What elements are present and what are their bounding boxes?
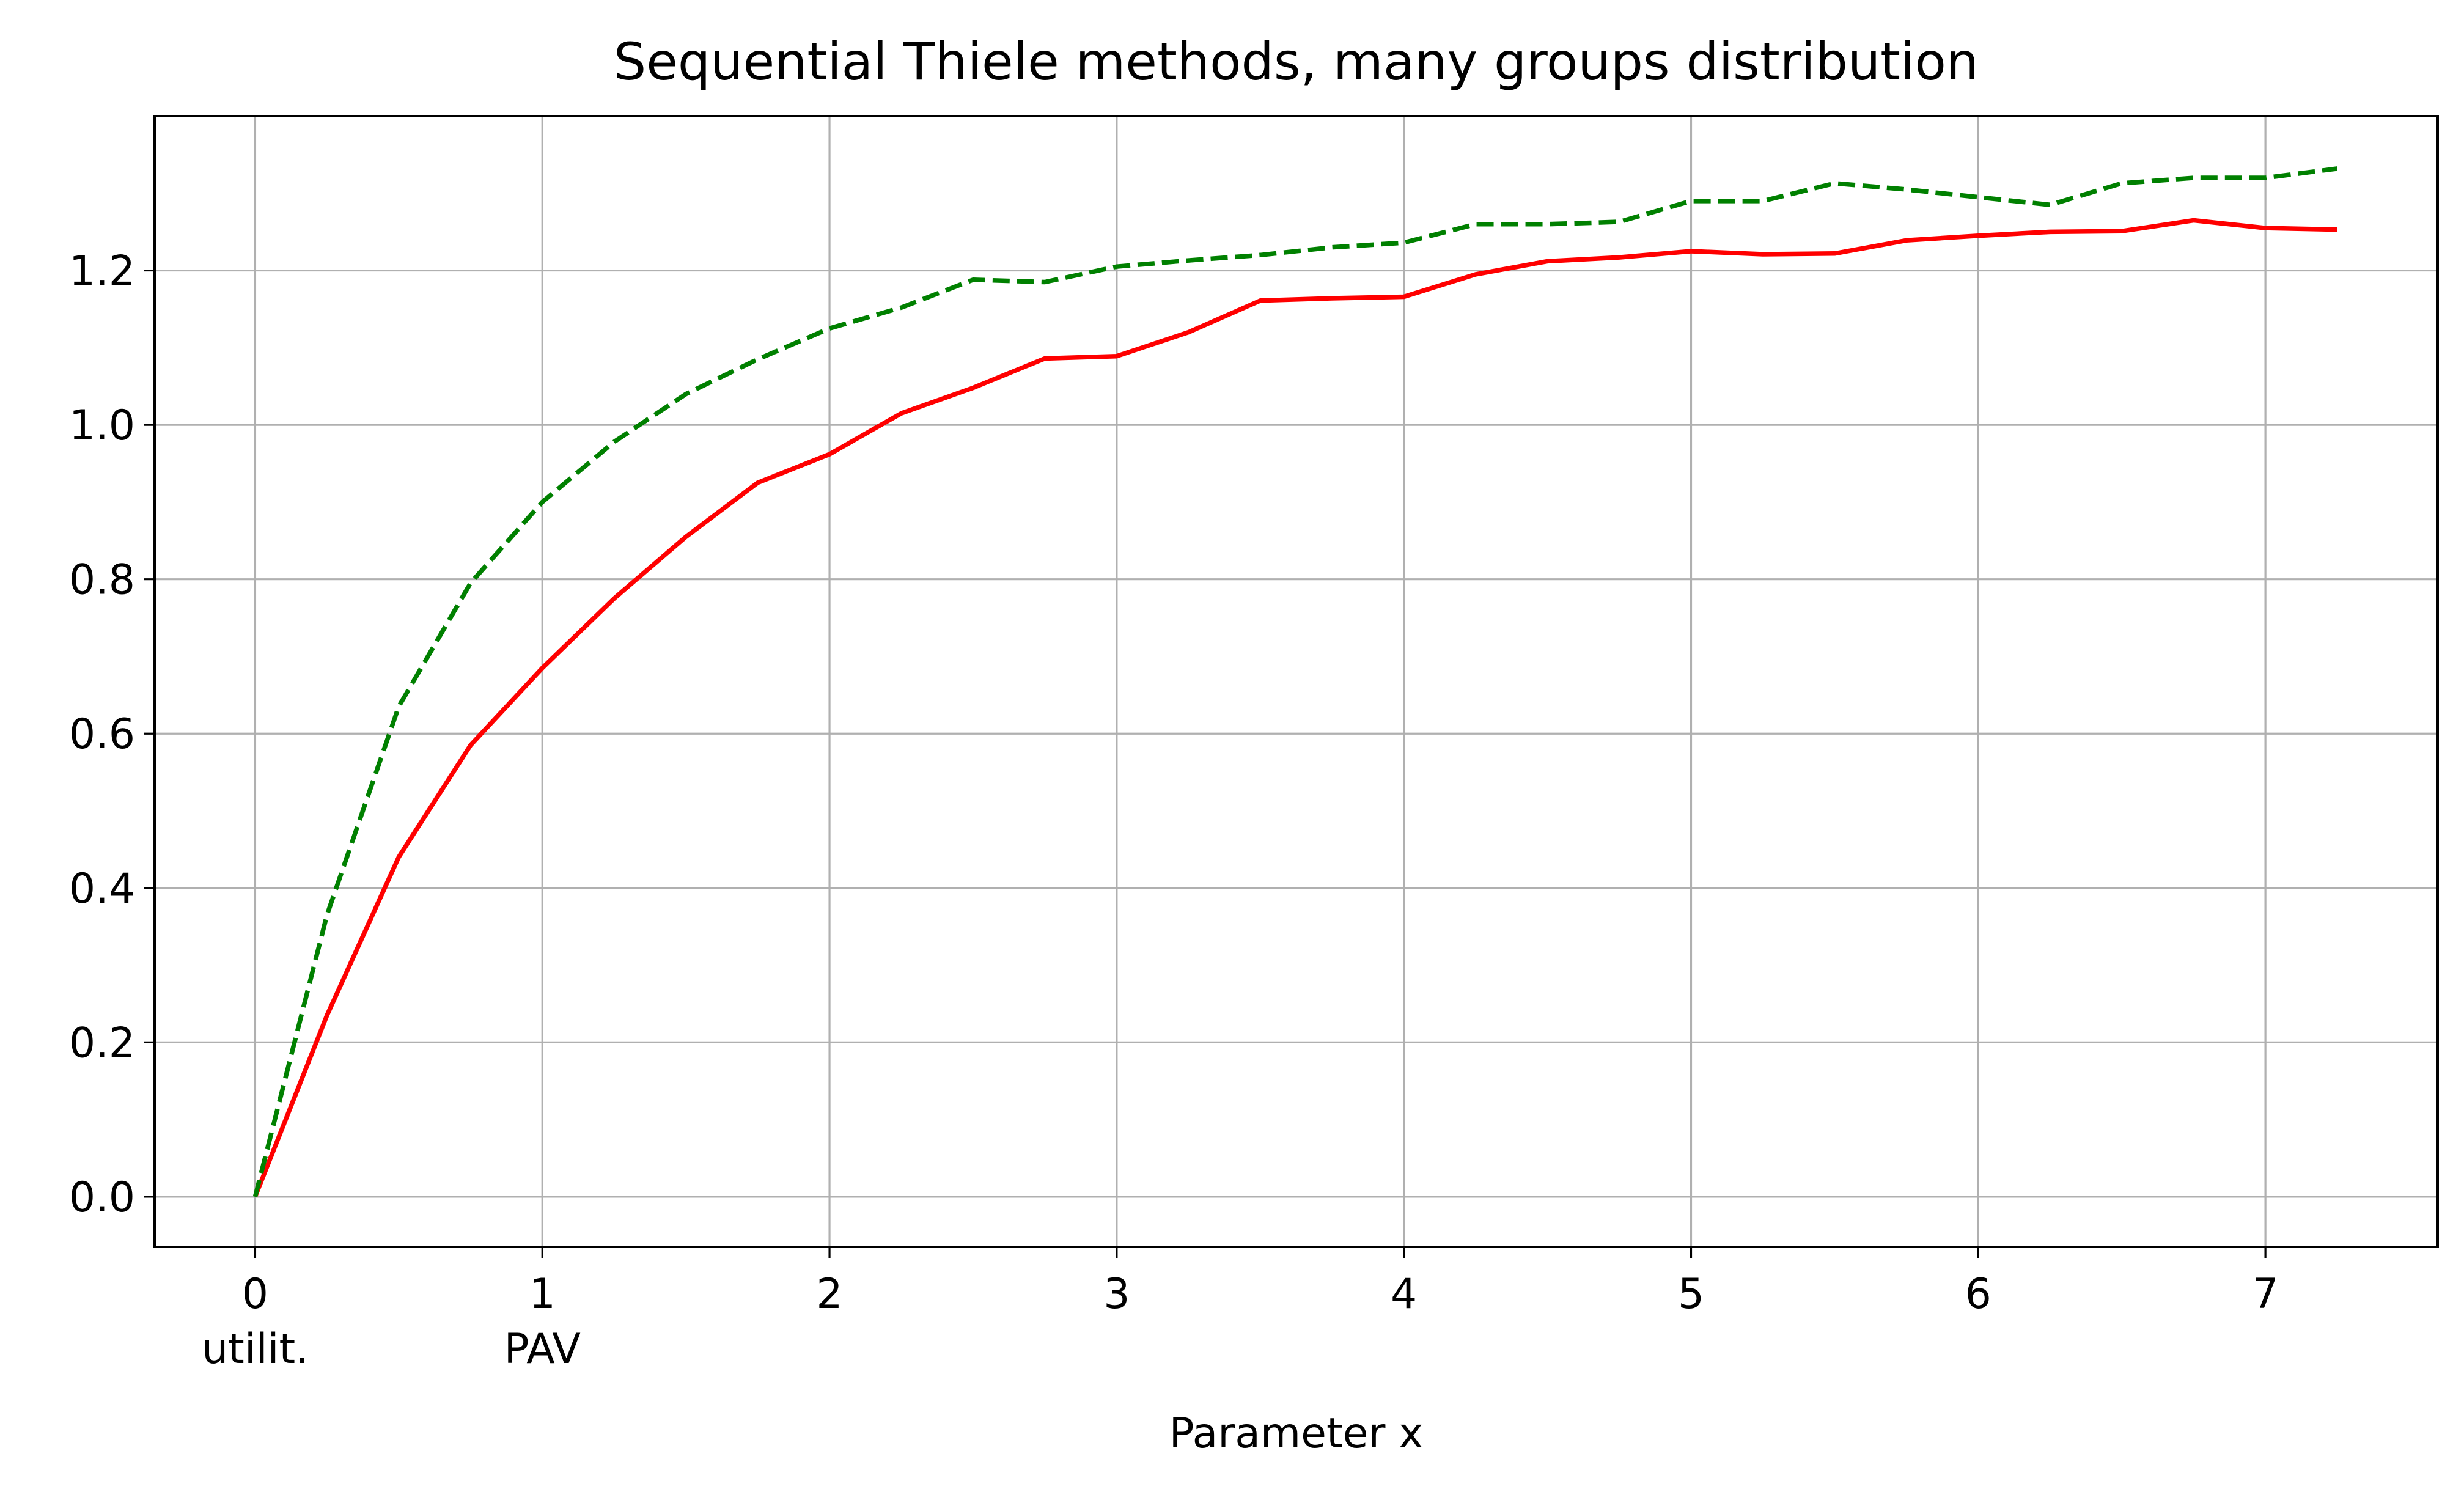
- y-tick-label: 1.2: [69, 248, 135, 296]
- series-lines: [252, 166, 2338, 1198]
- y-tick-label: 1.0: [69, 402, 135, 450]
- x-tick-label: 7: [2252, 1270, 2278, 1318]
- series-line-dashed: [252, 166, 2338, 1197]
- grid-lines: [155, 116, 2438, 1247]
- x-tick-sublabel: PAV: [504, 1325, 581, 1373]
- y-tick-label: 0.2: [69, 1019, 135, 1067]
- x-tick-label: 4: [1391, 1270, 1417, 1318]
- x-tick-label: 5: [1678, 1270, 1704, 1318]
- y-tick-label: 0.4: [69, 865, 135, 913]
- y-tick-label: 0.8: [69, 556, 135, 605]
- chart-title: Sequential Thiele methods, many groups d…: [614, 32, 1979, 92]
- x-tick-label: 0: [242, 1270, 268, 1318]
- series-line-solid: [252, 218, 2337, 1198]
- x-tick-label: 3: [1103, 1270, 1130, 1318]
- plot-area-frame: [153, 115, 2439, 1248]
- x-tick-label: 6: [1965, 1270, 1991, 1318]
- x-tick-sublabel: utilit.: [202, 1325, 309, 1373]
- y-axis-ticks: 0.0 0.2 0.4 0.6 0.8 1.0 1.2: [69, 248, 155, 1222]
- y-tick-label: 0.6: [69, 710, 135, 759]
- x-tick-label: 1: [529, 1270, 556, 1318]
- x-tick-label: 2: [816, 1270, 842, 1318]
- x-axis-title: Parameter x: [1169, 1409, 1424, 1458]
- y-tick-label: 0.0: [69, 1174, 135, 1222]
- x-axis-ticks: 0 1 2 3 4 5 6 7 utilit. PAV: [202, 1247, 2279, 1373]
